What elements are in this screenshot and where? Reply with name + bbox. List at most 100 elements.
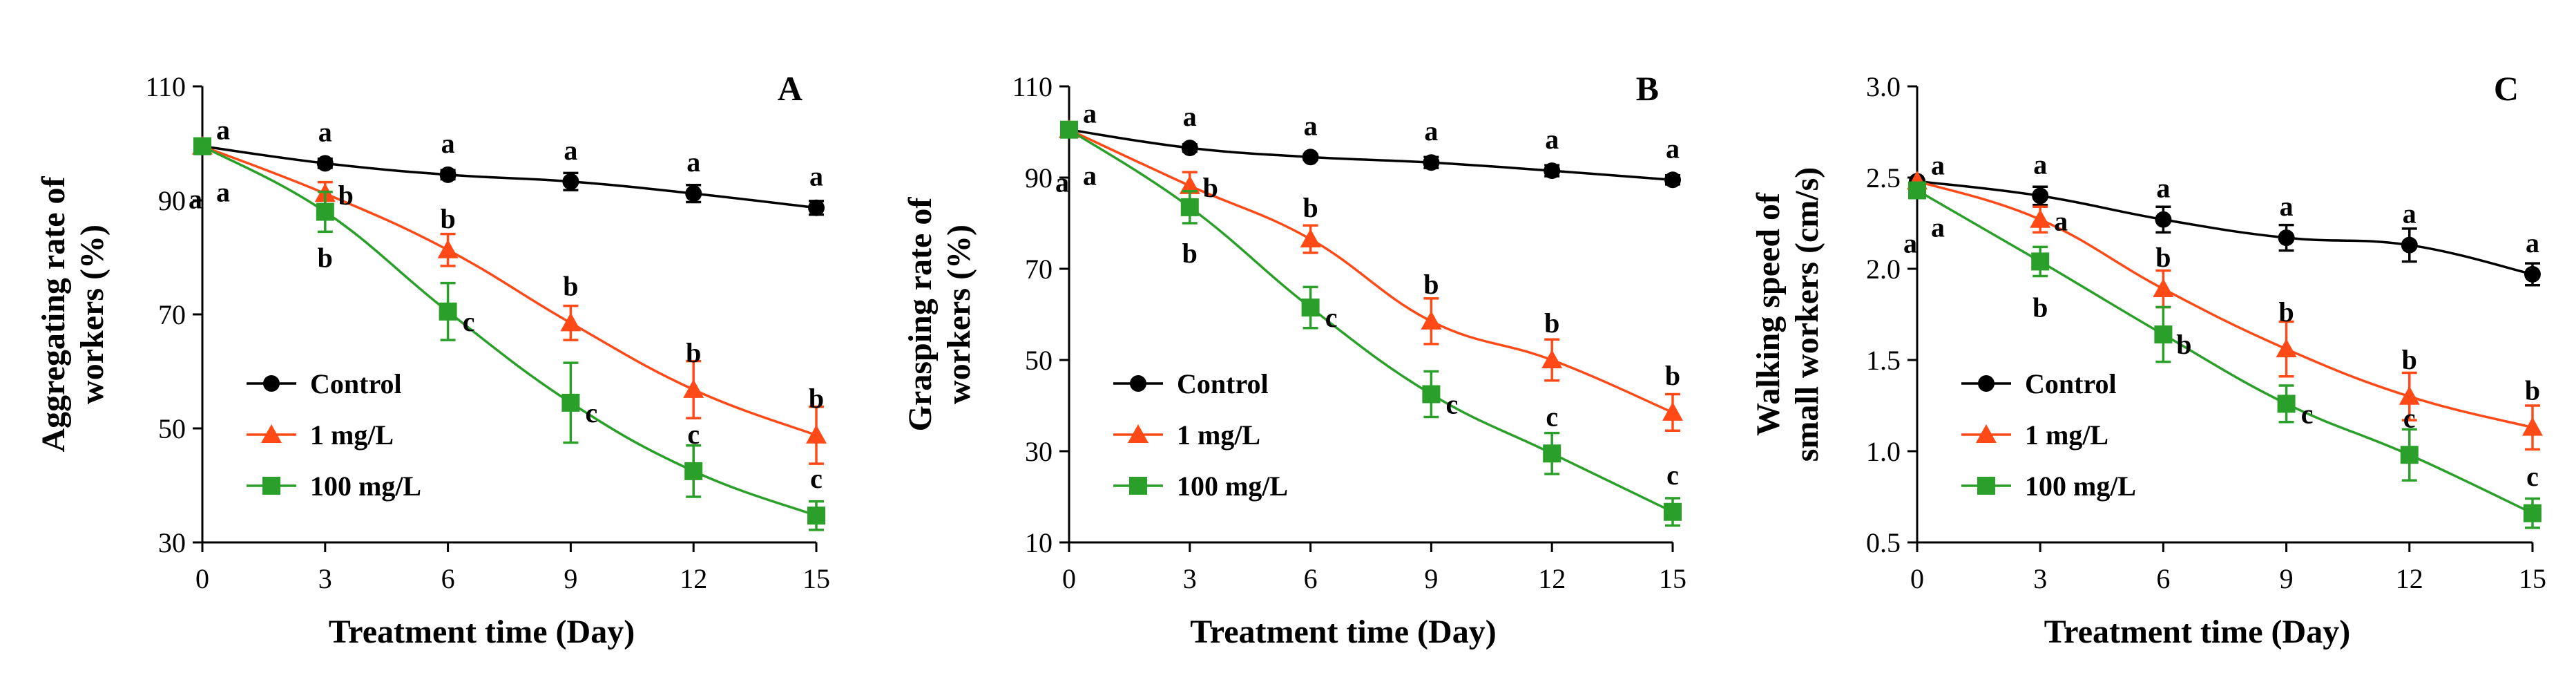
data-point	[1541, 350, 1563, 368]
data-point	[316, 202, 334, 221]
significance-letter: b	[1423, 269, 1439, 300]
legend-label: Control	[310, 368, 402, 399]
y-tick-label: 30	[158, 527, 186, 558]
data-point	[316, 155, 334, 172]
series-line	[202, 144, 817, 209]
significance-letter: b	[2402, 344, 2417, 375]
data-point	[2400, 446, 2419, 464]
legend-label: 100 mg/L	[310, 471, 421, 502]
y-axis-title: Aggregating rate ofworkers (%)	[35, 176, 110, 452]
significance-letter: b	[686, 337, 701, 368]
significance-letter: b	[2155, 242, 2171, 273]
data-point	[683, 379, 704, 398]
legend-label: Control	[2025, 368, 2117, 399]
data-point	[2278, 229, 2295, 247]
significance-letter: b	[1544, 307, 1559, 339]
x-tick-label: 3	[2033, 563, 2047, 594]
data-point	[1421, 310, 1442, 330]
significance-letter: c	[2301, 398, 2314, 429]
data-point	[1543, 444, 1561, 463]
series-1-mg-l: a a b b b b	[1907, 171, 2543, 451]
data-point	[2399, 386, 2420, 405]
y-tick-label: 50	[1025, 345, 1052, 376]
panel-a: 30 50 70 90 110 0 3 6 9 12 15 Treatment time (Day) A…	[35, 69, 830, 650]
series-1-mg-l: a b b b b b	[192, 135, 827, 465]
significance-letter: b	[318, 243, 333, 274]
y-tick-label: 0.5	[1866, 527, 1901, 558]
y-tick-label: 30	[1025, 436, 1052, 467]
data-point	[2153, 278, 2174, 298]
data-point	[1181, 140, 1198, 157]
legend: Control 1 mg/L 100 mg/L	[247, 368, 421, 502]
y-axis-title: Grasping rate ofworkers (%)	[902, 197, 977, 432]
significance-letter: c	[687, 419, 700, 450]
significance-letter: a	[1931, 211, 1945, 243]
significance-letter: c	[1325, 302, 1338, 333]
y-axis-title-line: small workers (cm/s)	[1789, 167, 1825, 462]
legend-marker	[1130, 375, 1146, 392]
y-tick-label: 90	[1025, 162, 1052, 193]
data-point	[2030, 209, 2051, 228]
data-point	[1300, 229, 1321, 248]
legend-marker	[263, 375, 280, 392]
series-line	[202, 144, 817, 437]
data-point	[2277, 395, 2296, 413]
y-axis-title-line: workers (%)	[941, 225, 977, 404]
significance-letter: a	[1083, 98, 1097, 129]
series-100-mg-l: a b c c c c	[189, 137, 825, 531]
significance-letter: b	[1665, 360, 1680, 391]
significance-letter: b	[338, 180, 354, 211]
data-point	[806, 424, 827, 444]
significance-letter: a	[2403, 198, 2416, 229]
series-line	[202, 145, 817, 517]
x-tick-label: 9	[2280, 563, 2294, 594]
x-tick-label: 12	[1538, 563, 1566, 594]
significance-letter: c	[1546, 401, 1558, 432]
data-point	[807, 506, 825, 525]
x-tick-label: 12	[2396, 563, 2423, 594]
significance-letter: a	[1903, 227, 1917, 258]
panel-letter: C	[2494, 69, 2519, 108]
significance-letter: a	[1424, 115, 1438, 146]
x-tick-label: 0	[1910, 563, 1924, 594]
data-point	[1302, 149, 1319, 166]
y-tick-label: 50	[158, 413, 186, 444]
significance-letter: a	[2280, 191, 2294, 222]
x-tick-label: 6	[2156, 563, 2170, 594]
legend-marker	[1128, 424, 1148, 443]
significance-letter: c	[2403, 402, 2416, 433]
significance-letter: a	[686, 146, 700, 178]
data-point	[1301, 298, 1320, 317]
significance-letter: b	[440, 203, 455, 234]
panel-letter: B	[1636, 69, 1659, 108]
data-point	[2524, 504, 2541, 522]
significance-letter: a	[1083, 160, 1097, 191]
data-point	[439, 166, 456, 183]
series-line	[1068, 129, 1673, 414]
legend-marker	[262, 477, 280, 495]
data-point	[1664, 502, 1682, 521]
legend-marker	[1129, 477, 1147, 495]
legend-item: Control	[1961, 368, 2117, 399]
data-point	[1422, 385, 1441, 404]
series-line	[1916, 180, 2533, 276]
legend-item: 100 mg/L	[1961, 471, 2136, 502]
data-point	[2524, 265, 2541, 283]
legend-item: Control	[247, 368, 402, 399]
series-100-mg-l: a b c c c c	[1055, 120, 1682, 527]
y-axis-title: Walking speed ofsmall workers (cm/s)	[1750, 167, 1825, 462]
significance-letter: a	[564, 135, 577, 166]
significance-letter: c	[1446, 389, 1459, 420]
significance-letter: a	[1183, 101, 1197, 132]
legend: Control 1 mg/L 100 mg/L	[1113, 368, 1288, 502]
legend-label: 1 mg/L	[2025, 419, 2108, 451]
data-point	[2276, 339, 2297, 358]
data-point	[2522, 417, 2543, 436]
significance-letter: c	[1666, 459, 1679, 491]
x-tick-label: 9	[564, 563, 577, 594]
y-tick-label: 10	[1025, 527, 1052, 558]
series-line	[1068, 128, 1673, 182]
